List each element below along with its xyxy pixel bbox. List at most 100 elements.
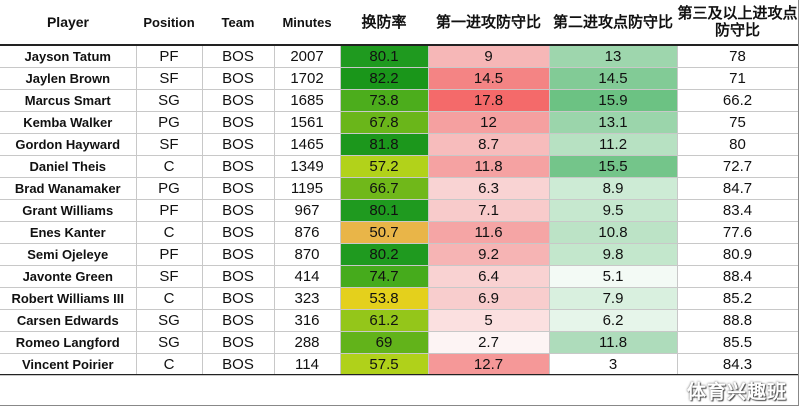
cell-first-attack-ratio: 2.7 xyxy=(428,331,550,354)
cell-minutes: 316 xyxy=(274,309,341,332)
cell-third-attack-ratio: 85.2 xyxy=(677,287,799,310)
cell-position: PF xyxy=(136,243,203,266)
cell-team: BOS xyxy=(202,155,275,178)
cell-switch-rate: 69 xyxy=(340,331,429,354)
header-minutes: Minutes xyxy=(274,0,340,46)
cell-team: BOS xyxy=(202,177,275,200)
table-body: Jayson Tatum PF BOS 2007 80.1 9 13 78 Jaylen Bro… xyxy=(0,45,799,376)
cell-team: BOS xyxy=(202,221,275,244)
cell-position: SF xyxy=(136,265,203,288)
cell-player: Vincent Poirier xyxy=(0,353,137,376)
cell-player: Enes Kanter xyxy=(0,221,137,244)
table-row: Jaylen Brown SF BOS 1702 82.2 14.5 14.5 71 xyxy=(0,67,799,90)
cell-third-attack-ratio: 83.4 xyxy=(677,199,799,222)
cell-player: Semi Ojeleye xyxy=(0,243,137,266)
cell-player: Romeo Langford xyxy=(0,331,137,354)
cell-player: Javonte Green xyxy=(0,265,137,288)
cell-second-attack-ratio: 15.9 xyxy=(549,89,678,112)
cell-first-attack-ratio: 6.4 xyxy=(428,265,550,288)
table-row: Gordon Hayward SF BOS 1465 81.8 8.7 11.2 80 xyxy=(0,133,799,156)
header-first-attack-ratio: 第一进攻防守比 xyxy=(428,0,549,46)
header-second-attack-ratio: 第二进攻点防守比 xyxy=(549,0,677,46)
cell-second-attack-ratio: 11.2 xyxy=(549,133,678,156)
table-row: Romeo Langford SG BOS 288 69 2.7 11.8 85.5 xyxy=(0,331,799,354)
cell-third-attack-ratio: 88.4 xyxy=(677,265,799,288)
cell-second-attack-ratio: 8.9 xyxy=(549,177,678,200)
cell-player: Marcus Smart xyxy=(0,89,137,112)
cell-first-attack-ratio: 17.8 xyxy=(428,89,550,112)
cell-position: SG xyxy=(136,89,203,112)
cell-position: C xyxy=(136,155,203,178)
cell-second-attack-ratio: 9.5 xyxy=(549,199,678,222)
cell-team: BOS xyxy=(202,265,275,288)
cell-position: SF xyxy=(136,133,203,156)
cell-third-attack-ratio: 71 xyxy=(677,67,799,90)
table-row: Brad Wanamaker PG BOS 1195 66.7 6.3 8.9 84.7 xyxy=(0,177,799,200)
cell-second-attack-ratio: 13.1 xyxy=(549,111,678,134)
table-row: Grant Williams PF BOS 967 80.1 7.1 9.5 83.4 xyxy=(0,199,799,222)
table-row: Jayson Tatum PF BOS 2007 80.1 9 13 78 xyxy=(0,45,799,68)
cell-third-attack-ratio: 72.7 xyxy=(677,155,799,178)
header-team: Team xyxy=(202,0,274,46)
cell-position: PF xyxy=(136,45,203,68)
cell-minutes: 114 xyxy=(274,353,341,376)
cell-minutes: 1561 xyxy=(274,111,341,134)
cell-first-attack-ratio: 12.7 xyxy=(428,353,550,376)
cell-position: C xyxy=(136,353,203,376)
cell-minutes: 1195 xyxy=(274,177,341,200)
table-row: Carsen Edwards SG BOS 316 61.2 5 6.2 88.8 xyxy=(0,309,799,332)
cell-second-attack-ratio: 5.1 xyxy=(549,265,678,288)
cell-position: PG xyxy=(136,177,203,200)
cell-third-attack-ratio: 84.7 xyxy=(677,177,799,200)
cell-third-attack-ratio: 84.3 xyxy=(677,353,799,376)
cell-third-attack-ratio: 80.9 xyxy=(677,243,799,266)
cell-third-attack-ratio: 77.6 xyxy=(677,221,799,244)
table-row: Robert Williams III C BOS 323 53.8 6.9 7.9 85.2 xyxy=(0,287,799,310)
cell-third-attack-ratio: 88.8 xyxy=(677,309,799,332)
cell-first-attack-ratio: 7.1 xyxy=(428,199,550,222)
cell-player: Jayson Tatum xyxy=(0,45,137,68)
cell-position: C xyxy=(136,287,203,310)
cell-player: Daniel Theis xyxy=(0,155,137,178)
cell-switch-rate: 80.1 xyxy=(340,199,429,222)
cell-switch-rate: 67.8 xyxy=(340,111,429,134)
cell-player: Jaylen Brown xyxy=(0,67,137,90)
cell-team: BOS xyxy=(202,67,275,90)
cell-player: Carsen Edwards xyxy=(0,309,137,332)
header-row: Player Position Team Minutes 换防率 第一进攻防守比… xyxy=(0,0,798,46)
cell-minutes: 323 xyxy=(274,287,341,310)
cell-minutes: 414 xyxy=(274,265,341,288)
header-player: Player xyxy=(0,0,136,46)
cell-team: BOS xyxy=(202,199,275,222)
cell-position: SG xyxy=(136,309,203,332)
cell-switch-rate: 80.1 xyxy=(340,45,429,68)
cell-first-attack-ratio: 5 xyxy=(428,309,550,332)
cell-third-attack-ratio: 78 xyxy=(677,45,799,68)
cell-second-attack-ratio: 14.5 xyxy=(549,67,678,90)
cell-team: BOS xyxy=(202,243,275,266)
cell-third-attack-ratio: 80 xyxy=(677,133,799,156)
cell-first-attack-ratio: 11.6 xyxy=(428,221,550,244)
cell-team: BOS xyxy=(202,331,275,354)
cell-first-attack-ratio: 11.8 xyxy=(428,155,550,178)
cell-minutes: 1465 xyxy=(274,133,341,156)
cell-first-attack-ratio: 12 xyxy=(428,111,550,134)
cell-switch-rate: 80.2 xyxy=(340,243,429,266)
table-row: Semi Ojeleye PF BOS 870 80.2 9.2 9.8 80.9 xyxy=(0,243,799,266)
cell-first-attack-ratio: 9 xyxy=(428,45,550,68)
cell-switch-rate: 74.7 xyxy=(340,265,429,288)
cell-switch-rate: 50.7 xyxy=(340,221,429,244)
table-row: Javonte Green SF BOS 414 74.7 6.4 5.1 88.4 xyxy=(0,265,799,288)
cell-player: Kemba Walker xyxy=(0,111,137,134)
cell-team: BOS xyxy=(202,353,275,376)
watermark: 体育兴趣班 xyxy=(686,381,787,403)
cell-third-attack-ratio: 85.5 xyxy=(677,331,799,354)
cell-first-attack-ratio: 8.7 xyxy=(428,133,550,156)
cell-player: Robert Williams III xyxy=(0,287,137,310)
cell-second-attack-ratio: 10.8 xyxy=(549,221,678,244)
cell-first-attack-ratio: 14.5 xyxy=(428,67,550,90)
header-third-attack-ratio: 第三及以上进攻点防守比 xyxy=(677,0,798,46)
cell-second-attack-ratio: 7.9 xyxy=(549,287,678,310)
cell-switch-rate: 66.7 xyxy=(340,177,429,200)
cell-minutes: 1349 xyxy=(274,155,341,178)
